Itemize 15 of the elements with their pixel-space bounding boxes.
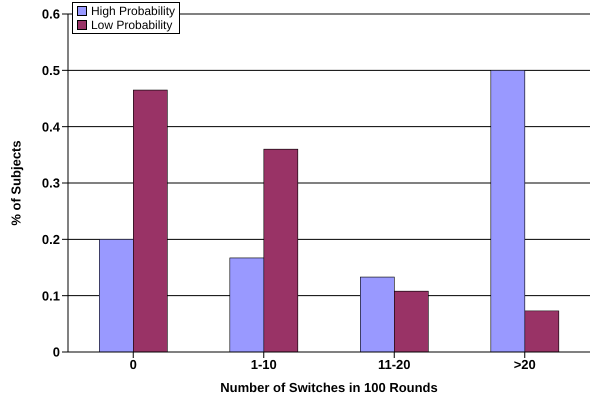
x-tick-label: 11-20 [378, 357, 411, 372]
x-tick-label: >20 [514, 357, 536, 372]
y-tick-label: 0.2 [42, 232, 60, 247]
x-axis-title: Number of Switches in 100 Rounds [220, 380, 438, 395]
y-tick-label: 0.5 [42, 62, 60, 78]
y-tick-label: 0.1 [42, 288, 60, 304]
legend-label: Low Probability [91, 18, 172, 32]
y-axis-title: % of Subjects [8, 140, 24, 226]
x-tick-label: 0 [130, 357, 137, 372]
legend-label: High Probability [91, 4, 176, 18]
y-tick-label: 0.3 [42, 176, 60, 191]
x-tick-label: 1-10 [250, 357, 277, 372]
y-tick-label: 0.4 [42, 119, 61, 134]
y-tick-label: 0 [52, 344, 60, 360]
y-tick-label: 0.6 [42, 6, 60, 22]
